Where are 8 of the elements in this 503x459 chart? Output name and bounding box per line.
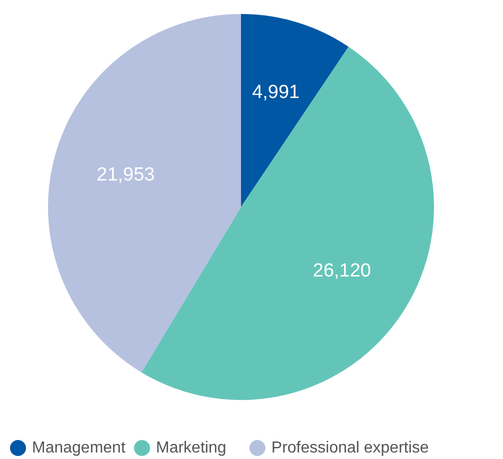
legend-label: Marketing [156, 440, 226, 456]
pie-slice [241, 14, 349, 207]
data-label: 26,120 [312, 260, 372, 282]
data-label: 21,953 [96, 164, 155, 186]
legend-label: Professional expertise [271, 440, 429, 456]
pie-slice [48, 14, 241, 372]
data-label: 4,991 [252, 82, 300, 104]
legend-label: Management [32, 440, 126, 456]
